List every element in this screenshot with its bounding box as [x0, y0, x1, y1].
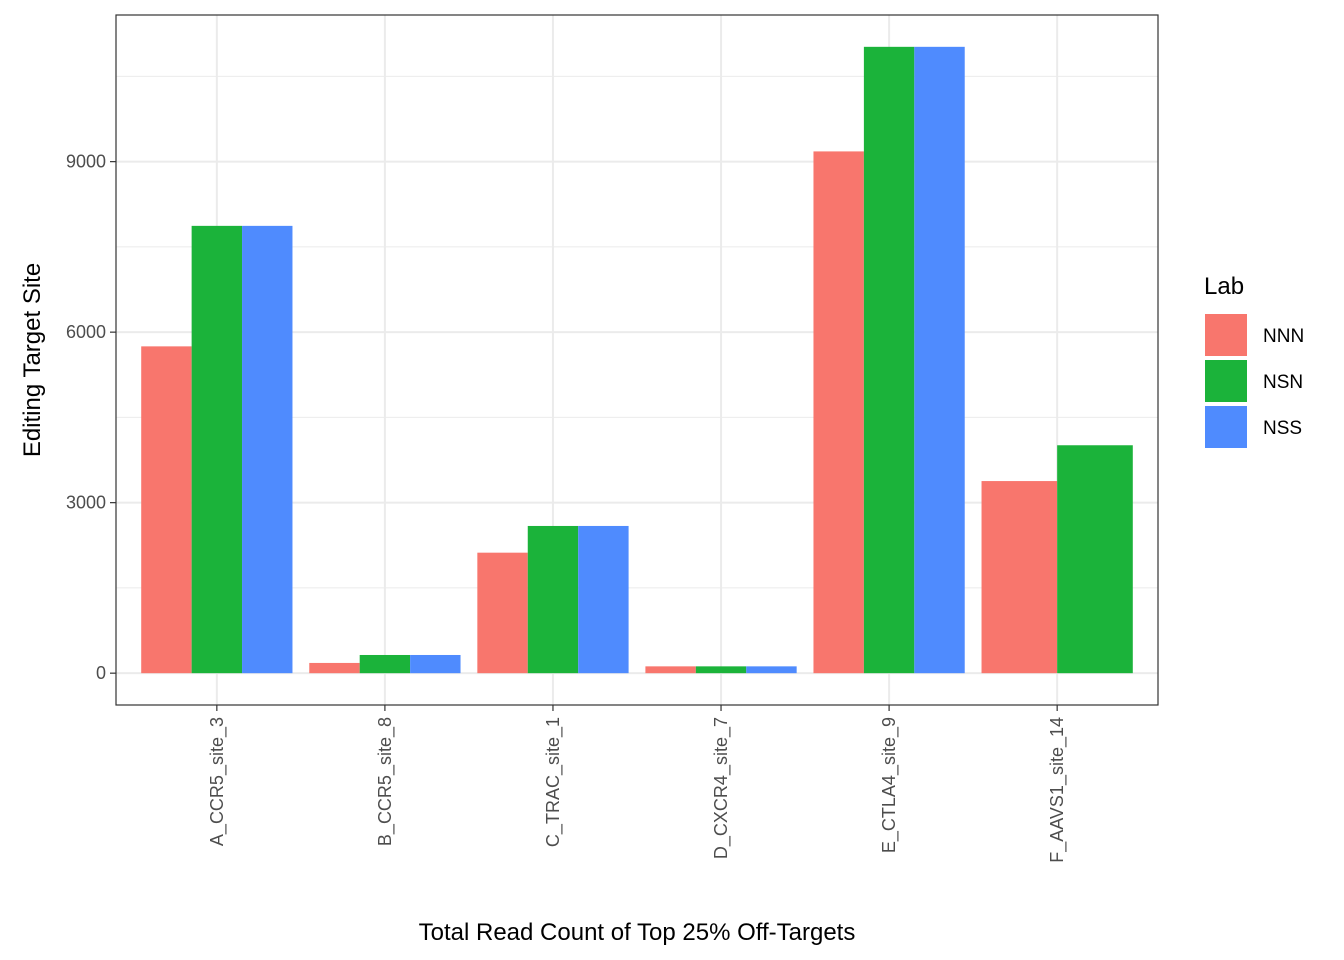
bar-nss-c-trac-site-1 — [578, 525, 629, 674]
x-axis-title: Total Read Count of Top 25% Off-Targets — [419, 919, 856, 946]
legend: Lab NNN NSN NSS — [1204, 273, 1304, 448]
bar-nnn-e-ctla4-site-9 — [813, 151, 864, 674]
y-tick-label: 0 — [96, 663, 106, 683]
bar-nss-e-ctla4-site-9 — [914, 46, 965, 674]
bar-nss-b-ccr5-site-8 — [410, 654, 461, 674]
legend-key-nss — [1205, 406, 1247, 448]
legend-label-nsn: NSN — [1263, 372, 1303, 393]
bars — [141, 46, 1133, 674]
bar-nss-a-ccr5-site-3 — [242, 225, 293, 674]
x-tick-label: D_CXCR4_site_7 — [711, 717, 732, 859]
x-tick-label: B_CCR5_site_8 — [375, 717, 396, 846]
x-tick-label: E_CTLA4_site_9 — [879, 717, 900, 853]
y-tick-label: 6000 — [66, 322, 106, 342]
bar-nsn-d-cxcr4-site-7 — [695, 666, 747, 674]
y-axis: 0 3000 6000 9000 — [66, 152, 116, 683]
legend-label-nss: NSS — [1263, 418, 1302, 439]
legend-key-nnn — [1205, 314, 1247, 356]
bar-nsn-b-ccr5-site-8 — [359, 654, 411, 674]
x-tick-label: F_AAVS1_site_14 — [1047, 717, 1068, 863]
y-tick-label: 3000 — [66, 493, 106, 513]
y-tick-label: 9000 — [66, 152, 106, 172]
x-tick-label: C_TRAC_site_1 — [543, 717, 564, 847]
y-axis-title: Editing Target Site — [19, 263, 46, 457]
bar-nnn-f-aavs1-site-14 — [981, 481, 1058, 674]
bar-nnn-c-trac-site-1 — [477, 552, 528, 674]
bar-nsn-a-ccr5-site-3 — [191, 225, 243, 674]
bar-nnn-d-cxcr4-site-7 — [645, 666, 696, 674]
legend-label-nnn: NNN — [1263, 326, 1304, 347]
bar-nnn-b-ccr5-site-8 — [309, 662, 360, 674]
plot-border — [115, 14, 1159, 706]
bar-nsn-f-aavs1-site-14 — [1057, 445, 1133, 674]
bar-nss-d-cxcr4-site-7 — [746, 666, 797, 674]
legend-title: Lab — [1204, 273, 1244, 300]
bar-nsn-c-trac-site-1 — [527, 525, 579, 674]
bar-nsn-e-ctla4-site-9 — [863, 46, 915, 674]
x-axis: A_CCR5_site_3 B_CCR5_site_8 C_TRAC_site_1 D… — [207, 705, 1068, 863]
bar-nnn-a-ccr5-site-3 — [141, 346, 192, 674]
x-tick-label: A_CCR5_site_3 — [207, 717, 228, 846]
legend-key-nsn — [1205, 360, 1247, 402]
